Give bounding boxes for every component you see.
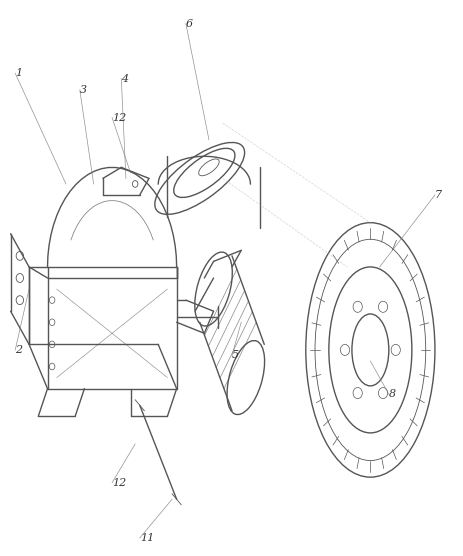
Text: 1: 1 [15,68,22,78]
Text: 7: 7 [434,190,441,200]
Text: 8: 8 [388,389,395,399]
Text: 5: 5 [232,350,238,360]
Text: 11: 11 [139,533,154,543]
Text: 4: 4 [121,74,128,84]
Text: 6: 6 [186,18,193,28]
Text: 2: 2 [15,345,22,355]
Text: 3: 3 [80,85,87,95]
Text: 12: 12 [112,478,126,488]
Text: 12: 12 [112,112,126,122]
